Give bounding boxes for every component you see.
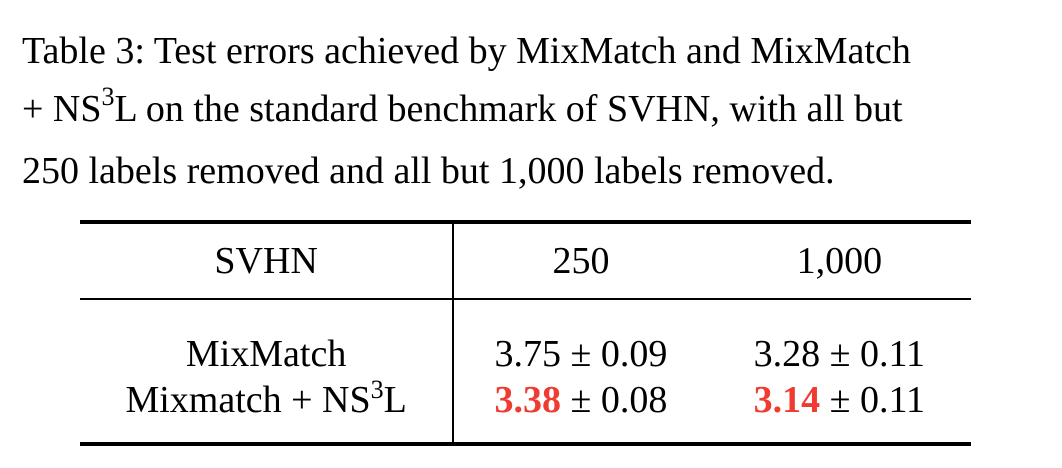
- header-dataset: SVHN: [80, 222, 455, 299]
- value-mean: 3.75: [494, 333, 562, 375]
- value-mean-best: 3.14: [753, 379, 821, 421]
- caption-line-2-post: L on the standard benchmark of SVHN, wit…: [114, 88, 903, 130]
- row-label-pre: Mixmatch + NS: [125, 379, 371, 421]
- results-table: SVHN 250 1,000 MixMatch 3.75 ± 0.09 3.28…: [80, 220, 971, 446]
- value-mean: 3.28: [753, 333, 821, 375]
- caption-superscript: 3: [101, 82, 115, 111]
- table-row-mixmatch-ns3l: Mixmatch + NS3L 3.38 ± 0.08 3.14 ± 0.11: [80, 375, 971, 444]
- value-mean-best: 3.38: [494, 379, 562, 421]
- caption-line-2-pre: + NS: [22, 88, 102, 130]
- table-header-row: SVHN 250 1,000: [80, 222, 971, 299]
- results-table-container: SVHN 250 1,000 MixMatch 3.75 ± 0.09 3.28…: [80, 220, 971, 446]
- cell-mixmatch-250: 3.75 ± 0.09: [453, 299, 707, 378]
- caption-line-1: Table 3: Test errors achieved by MixMatc…: [22, 30, 911, 72]
- value-std: ± 0.11: [820, 333, 926, 375]
- cell-mixmatch-1000: 3.28 ± 0.11: [708, 299, 971, 378]
- value-std: ± 0.08: [561, 379, 668, 421]
- table-row-mixmatch: MixMatch 3.75 ± 0.09 3.28 ± 0.11: [80, 299, 971, 378]
- row-label-superscript: 3: [370, 375, 384, 404]
- caption-line-3: 250 labels removed and all but 1,000 lab…: [22, 150, 835, 192]
- caption-line-2: + NS3L on the standard benchmark of SVHN…: [22, 80, 1052, 142]
- header-1000-labels: 1,000: [796, 240, 883, 282]
- row-label-post: L: [383, 379, 407, 421]
- value-std: ± 0.09: [561, 333, 668, 375]
- row-label-mixmatch: MixMatch: [80, 299, 455, 378]
- value-std: ± 0.11: [820, 379, 926, 421]
- table-caption: Table 3: Test errors achieved by MixMatc…: [22, 22, 1052, 200]
- cell-ns3l-250: 3.38 ± 0.08: [453, 378, 707, 444]
- header-250-labels: 250: [552, 240, 610, 282]
- cell-ns3l-1000: 3.14 ± 0.11: [708, 378, 971, 444]
- row-label-mixmatch-ns3l: Mixmatch + NS3L: [80, 375, 455, 444]
